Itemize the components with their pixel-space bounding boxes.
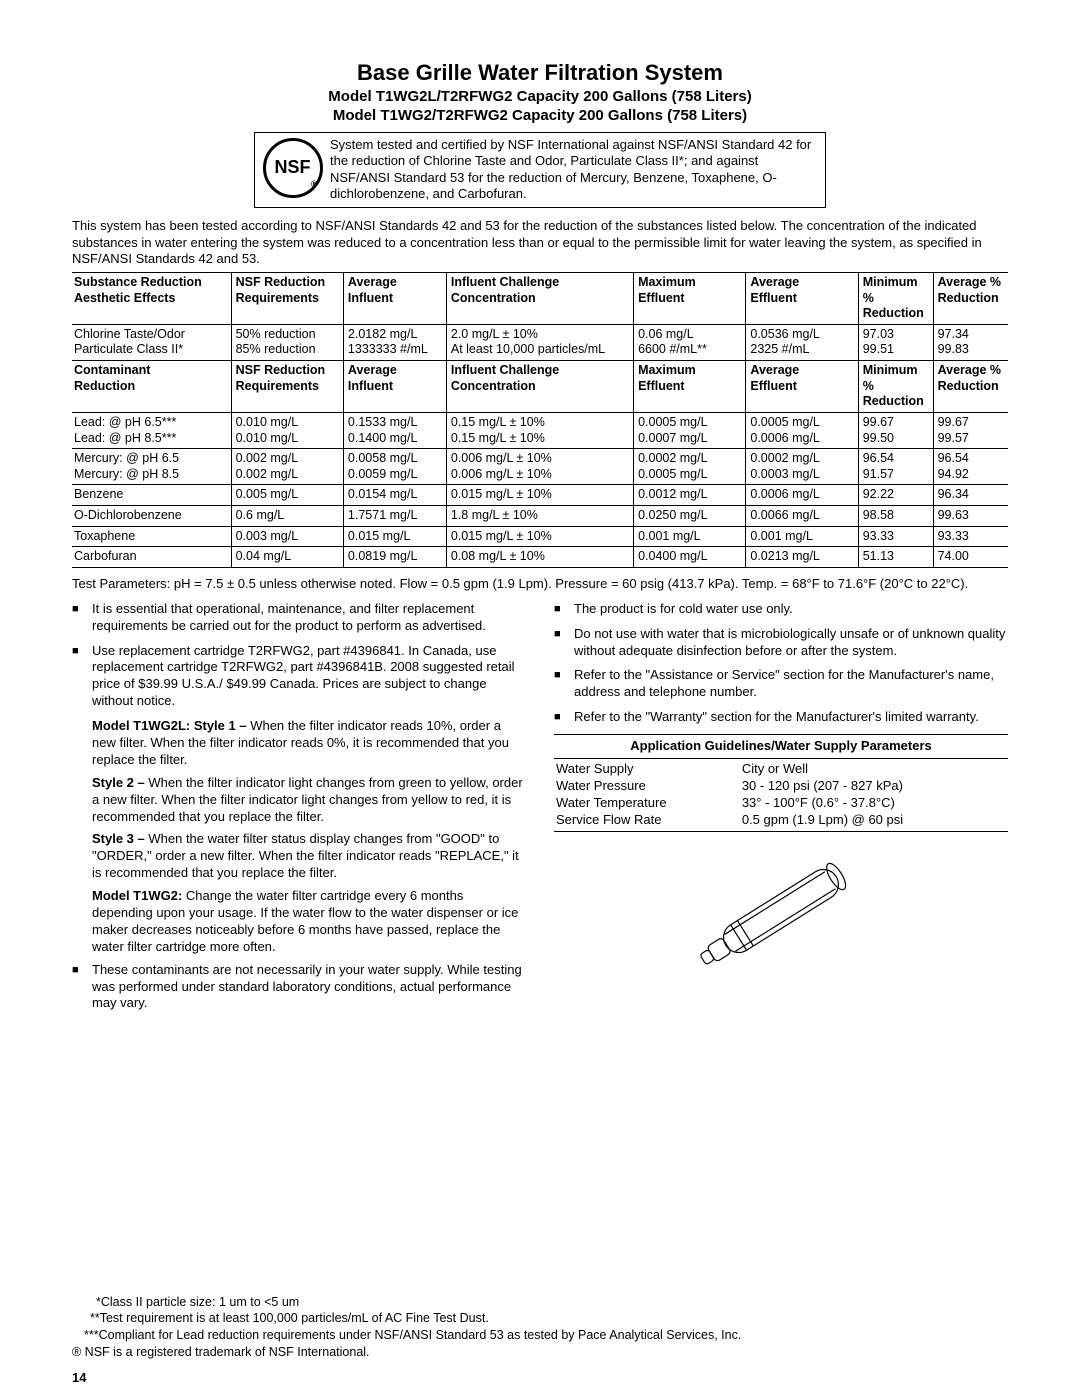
style-note: Style 2 – When the filter indicator ligh… [92,775,526,826]
style-note: Model T1WG2L: Style 1 – When the filter … [92,718,526,769]
page-number: 14 [72,1370,86,1385]
table-row: Mercury: @ pH 6.5Mercury: @ pH 8.5 0.002… [72,449,1008,485]
test-parameters: Test Parameters: pH = 7.5 ± 0.5 unless o… [72,576,1008,593]
list-item: Refer to the "Warranty" section for the … [554,709,1008,726]
page: Base Grille Water Filtration System Mode… [0,0,1080,1397]
app-guidelines-table: Water SupplyCity or Well Water Pressure3… [554,761,1008,832]
list-item: Use replacement cartridge T2RFWG2, part … [72,643,526,711]
table-header-contaminant: ContaminantReduction NSF ReductionRequir… [72,361,1008,413]
nsf-logo: NSF® [255,133,330,203]
subtitle-1: Model T1WG2L/T2RFWG2 Capacity 200 Gallon… [72,88,1008,107]
list-item: It is essential that operational, mainte… [72,601,526,635]
table-row: Benzene0.005 mg/L0.0154 mg/L0.015 mg/L ±… [72,485,1008,506]
page-title: Base Grille Water Filtration System [72,60,1008,86]
footnote: ***Compliant for Lead reduction requirem… [72,1327,1008,1344]
subtitle-2: Model T1WG2/T2RFWG2 Capacity 200 Gallons… [72,107,1008,126]
table-row: Lead: @ pH 6.5***Lead: @ pH 8.5*** 0.010… [72,412,1008,448]
nsf-certification-text: System tested and certified by NSF Inter… [330,133,825,208]
list-item: These contaminants are not necessarily i… [72,962,526,1013]
table-row: Carbofuran0.04 mg/L0.0819 mg/L0.08 mg/L … [72,547,1008,568]
two-column-section: It is essential that operational, mainte… [72,601,1008,1021]
footnote: **Test requirement is at least 100,000 p… [72,1310,1008,1327]
nsf-logo-circle: NSF® [263,138,323,198]
list-item: Refer to the "Assistance or Service" sec… [554,667,1008,701]
list-item: Do not use with water that is microbiolo… [554,626,1008,660]
table-row: Chlorine Taste/OdorParticulate Class II*… [72,324,1008,360]
table-row: O-Dichlorobenzene0.6 mg/L1.7571 mg/L1.8 … [72,506,1008,527]
table-header-aesthetic: Substance ReductionAesthetic Effects NSF… [72,272,1008,324]
footnotes: *Class II particle size: 1 um to <5 um *… [72,1294,1008,1362]
nsf-certification-box: NSF® System tested and certified by NSF … [254,132,826,209]
right-column: The product is for cold water use only. … [554,601,1008,1021]
filter-illustration [554,846,1008,981]
model-note: Model T1WG2: Change the water filter car… [92,888,526,956]
footnote: ® NSF is a registered trademark of NSF I… [72,1344,1008,1361]
footnote: *Class II particle size: 1 um to <5 um [72,1294,1008,1311]
table-row: Toxaphene0.003 mg/L0.015 mg/L0.015 mg/L … [72,526,1008,547]
nsf-logo-text: NSF [275,157,311,178]
filter-cartridge-icon [681,846,881,976]
left-column: It is essential that operational, mainte… [72,601,526,1021]
list-item: The product is for cold water use only. [554,601,1008,618]
app-guidelines-heading: Application Guidelines/Water Supply Para… [554,734,1008,759]
style-note: Style 3 – When the water filter status d… [92,831,526,882]
reduction-table: Substance ReductionAesthetic Effects NSF… [72,272,1008,568]
intro-paragraph: This system has been tested according to… [72,218,1008,268]
